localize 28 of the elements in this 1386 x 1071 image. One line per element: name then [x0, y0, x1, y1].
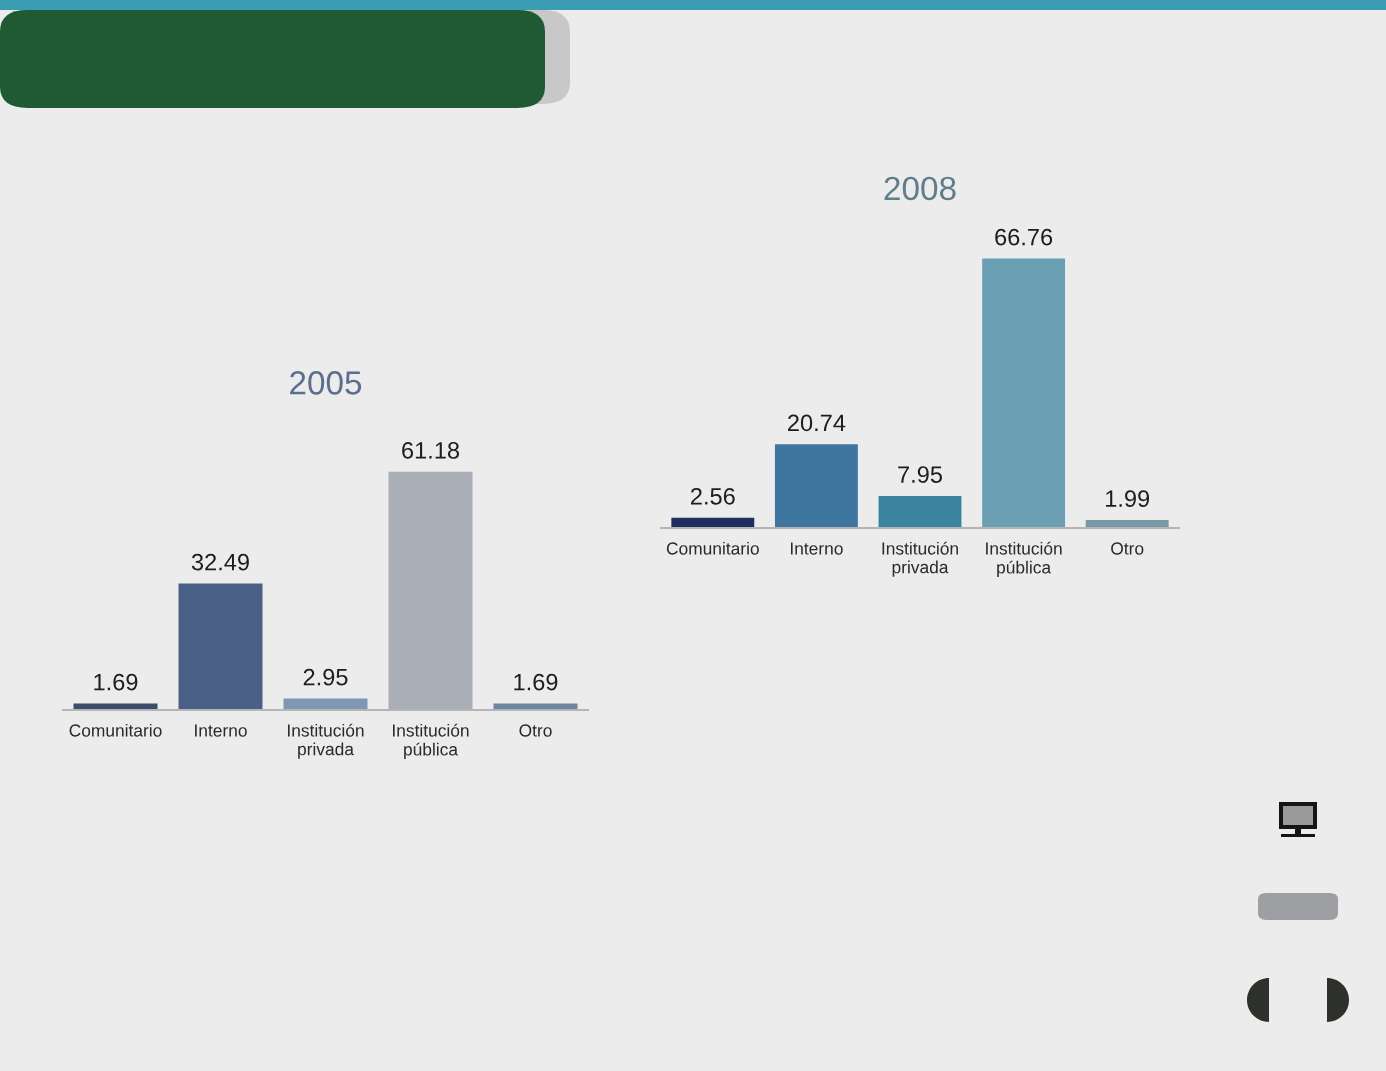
bar: [774, 444, 858, 528]
bar: [878, 495, 962, 528]
x-tick-label: Otro: [519, 724, 552, 737]
bar: [493, 703, 578, 710]
data-label: 1.99: [1106, 490, 1150, 507]
data-label: 7.95: [898, 466, 942, 483]
x-tick-label: Institución pública: [393, 723, 469, 760]
data-label: 20.74: [788, 414, 846, 432]
data-label: 2.56: [691, 487, 735, 505]
chart-title: 2008: [884, 176, 956, 201]
data-label: 61.18: [402, 442, 460, 459]
data-label: 32.49: [191, 553, 249, 571]
data-label: 66.76: [995, 228, 1053, 246]
x-tick-label: Institución privada: [288, 723, 364, 759]
x-tick-label: Institución pública: [986, 541, 1062, 578]
bar: [982, 258, 1066, 528]
x-tick-label: Otro: [1111, 542, 1144, 555]
x-tick-label: Comunitario: [666, 541, 759, 555]
x-tick-label: Interno: [790, 542, 843, 555]
x-tick-label: Interno: [195, 724, 247, 737]
bar: [73, 703, 158, 710]
chart-title: 2005: [290, 371, 362, 395]
data-label: 2.95: [303, 668, 348, 686]
x-tick-label: Comunitario: [69, 723, 162, 737]
x-tick-label: Institución privada: [882, 541, 958, 577]
data-label: 1.69: [514, 673, 558, 691]
bar: [178, 583, 263, 710]
data-label: 1.69: [94, 673, 138, 691]
